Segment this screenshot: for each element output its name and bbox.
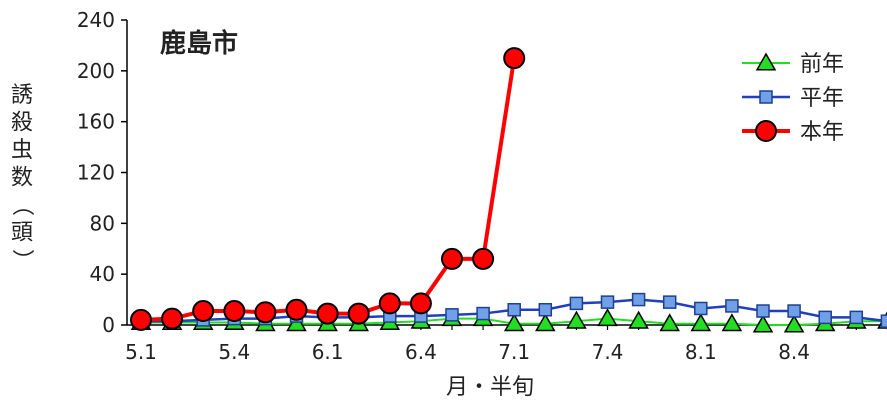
data-point	[130, 308, 152, 331]
legend-label: 本年	[800, 120, 844, 145]
data-point	[755, 52, 777, 71]
data-point	[285, 298, 308, 321]
data-point	[538, 303, 553, 317]
x-tick-label: 5.1	[125, 340, 157, 364]
data-point	[254, 301, 277, 324]
chart-title: 鹿島市	[160, 28, 238, 59]
y-axis: 0 40 80 120 160 200 240	[77, 8, 128, 337]
data-point	[880, 314, 887, 328]
data-point	[659, 313, 680, 332]
data-point	[535, 313, 556, 332]
y-tick-label: 0	[102, 313, 115, 337]
data-point	[503, 313, 525, 332]
data-point	[725, 299, 739, 313]
data-point	[223, 300, 246, 323]
y-axis-title-char: 頭	[11, 221, 33, 246]
data-point	[600, 295, 615, 309]
data-point	[752, 314, 774, 333]
data-point	[476, 306, 490, 321]
data-point	[849, 310, 864, 325]
data-point	[662, 295, 677, 309]
data-point	[316, 302, 339, 325]
y-tick-label: 200	[77, 59, 115, 83]
legend-label: 前年	[800, 52, 844, 77]
data-point	[378, 292, 401, 315]
y-tick-label: 240	[77, 8, 115, 32]
x-tick-label: 5.4	[218, 340, 250, 364]
data-point	[445, 308, 459, 322]
legend-label: 平年	[800, 86, 844, 111]
x-axis-title: 月・半旬	[446, 375, 534, 400]
data-point	[818, 310, 832, 325]
data-point	[192, 300, 215, 323]
y-tick-label: 160	[77, 110, 115, 134]
data-point	[783, 314, 805, 333]
data-point	[566, 310, 587, 329]
series-line	[140, 57, 517, 322]
y-tick-label: 40	[90, 262, 115, 286]
x-tick-label: 8.1	[685, 340, 717, 364]
x-tick-label: 7.4	[592, 340, 624, 364]
series-本年	[130, 47, 526, 331]
data-point	[161, 307, 184, 330]
data-point	[755, 120, 777, 142]
data-point	[628, 310, 649, 329]
y-axis-title-char: 誘	[11, 83, 33, 108]
data-point	[631, 292, 646, 307]
data-point	[472, 247, 495, 270]
y-tick-label: 120	[77, 161, 115, 185]
data-point	[759, 90, 773, 104]
data-point	[569, 296, 584, 311]
plot-area	[130, 47, 887, 333]
y-axis-title-char: 殺	[11, 111, 33, 136]
data-point	[409, 292, 432, 315]
data-point	[347, 302, 370, 325]
x-tick-label: 7.1	[498, 340, 530, 364]
data-point	[721, 313, 743, 332]
data-point	[503, 47, 526, 70]
x-tick-label: 6.4	[405, 340, 437, 364]
x-tick-label: 8.4	[778, 340, 810, 364]
data-point	[441, 247, 463, 270]
data-point	[787, 304, 801, 318]
y-axis-title-char: ）	[9, 249, 34, 271]
data-point	[756, 304, 770, 318]
data-point	[694, 301, 708, 316]
data-point	[507, 303, 521, 317]
data-point	[690, 313, 712, 332]
y-tick-label: 80	[90, 211, 115, 235]
x-tick-label: 6.1	[312, 340, 344, 364]
y-axis-title-char: （	[9, 194, 34, 216]
data-point	[597, 308, 618, 327]
y-axis-title-char: 虫	[11, 138, 33, 163]
y-axis-title-char: 数	[11, 166, 33, 191]
